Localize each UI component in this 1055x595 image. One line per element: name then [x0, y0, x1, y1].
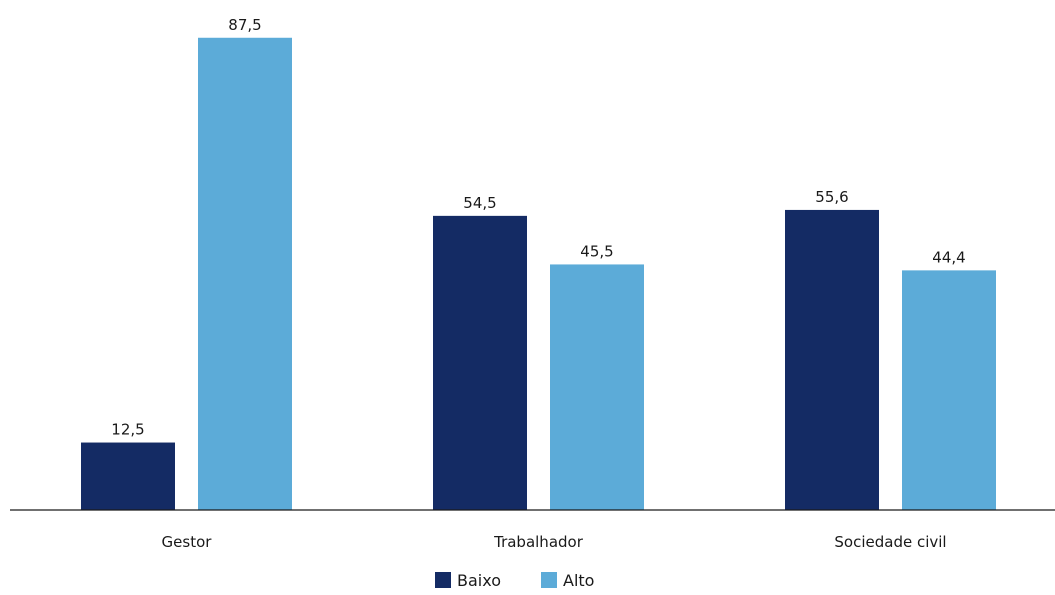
bar-sociedade-civil-baixo: [785, 209, 879, 510]
legend-label-alto: Alto: [563, 571, 594, 590]
bar-trabalhador-baixo: [433, 215, 527, 510]
value-label-trabalhador-alto: 45,5: [580, 242, 613, 260]
x-tick-labels: Gestor Trabalhador Sociedade civil: [162, 533, 947, 551]
value-label-trabalhador-baixo: 54,5: [463, 194, 496, 212]
value-label-gestor-baixo: 12,5: [111, 421, 144, 439]
value-label-gestor-alto: 87,5: [228, 16, 261, 34]
legend-swatch-baixo: [435, 572, 451, 588]
legend-swatch-alto: [541, 572, 557, 588]
bar-gestor-alto: [198, 37, 292, 510]
legend: Baixo Alto: [435, 571, 594, 590]
x-tick-label-sociedade-civil: Sociedade civil: [834, 533, 946, 551]
x-tick-label-gestor: Gestor: [162, 533, 213, 551]
bar-trabalhador-alto: [550, 264, 644, 510]
legend-label-baixo: Baixo: [457, 571, 501, 590]
value-labels-layer: 12,5 87,5 54,5 45,5 55,6 44,4: [111, 16, 965, 439]
bars-layer: [81, 37, 996, 510]
value-label-sociedade-civil-baixo: 55,6: [815, 188, 848, 206]
bar-gestor-baixo: [81, 442, 175, 510]
value-label-sociedade-civil-alto: 44,4: [932, 248, 965, 266]
bar-sociedade-civil-alto: [902, 270, 996, 510]
x-tick-label-trabalhador: Trabalhador: [493, 533, 584, 551]
